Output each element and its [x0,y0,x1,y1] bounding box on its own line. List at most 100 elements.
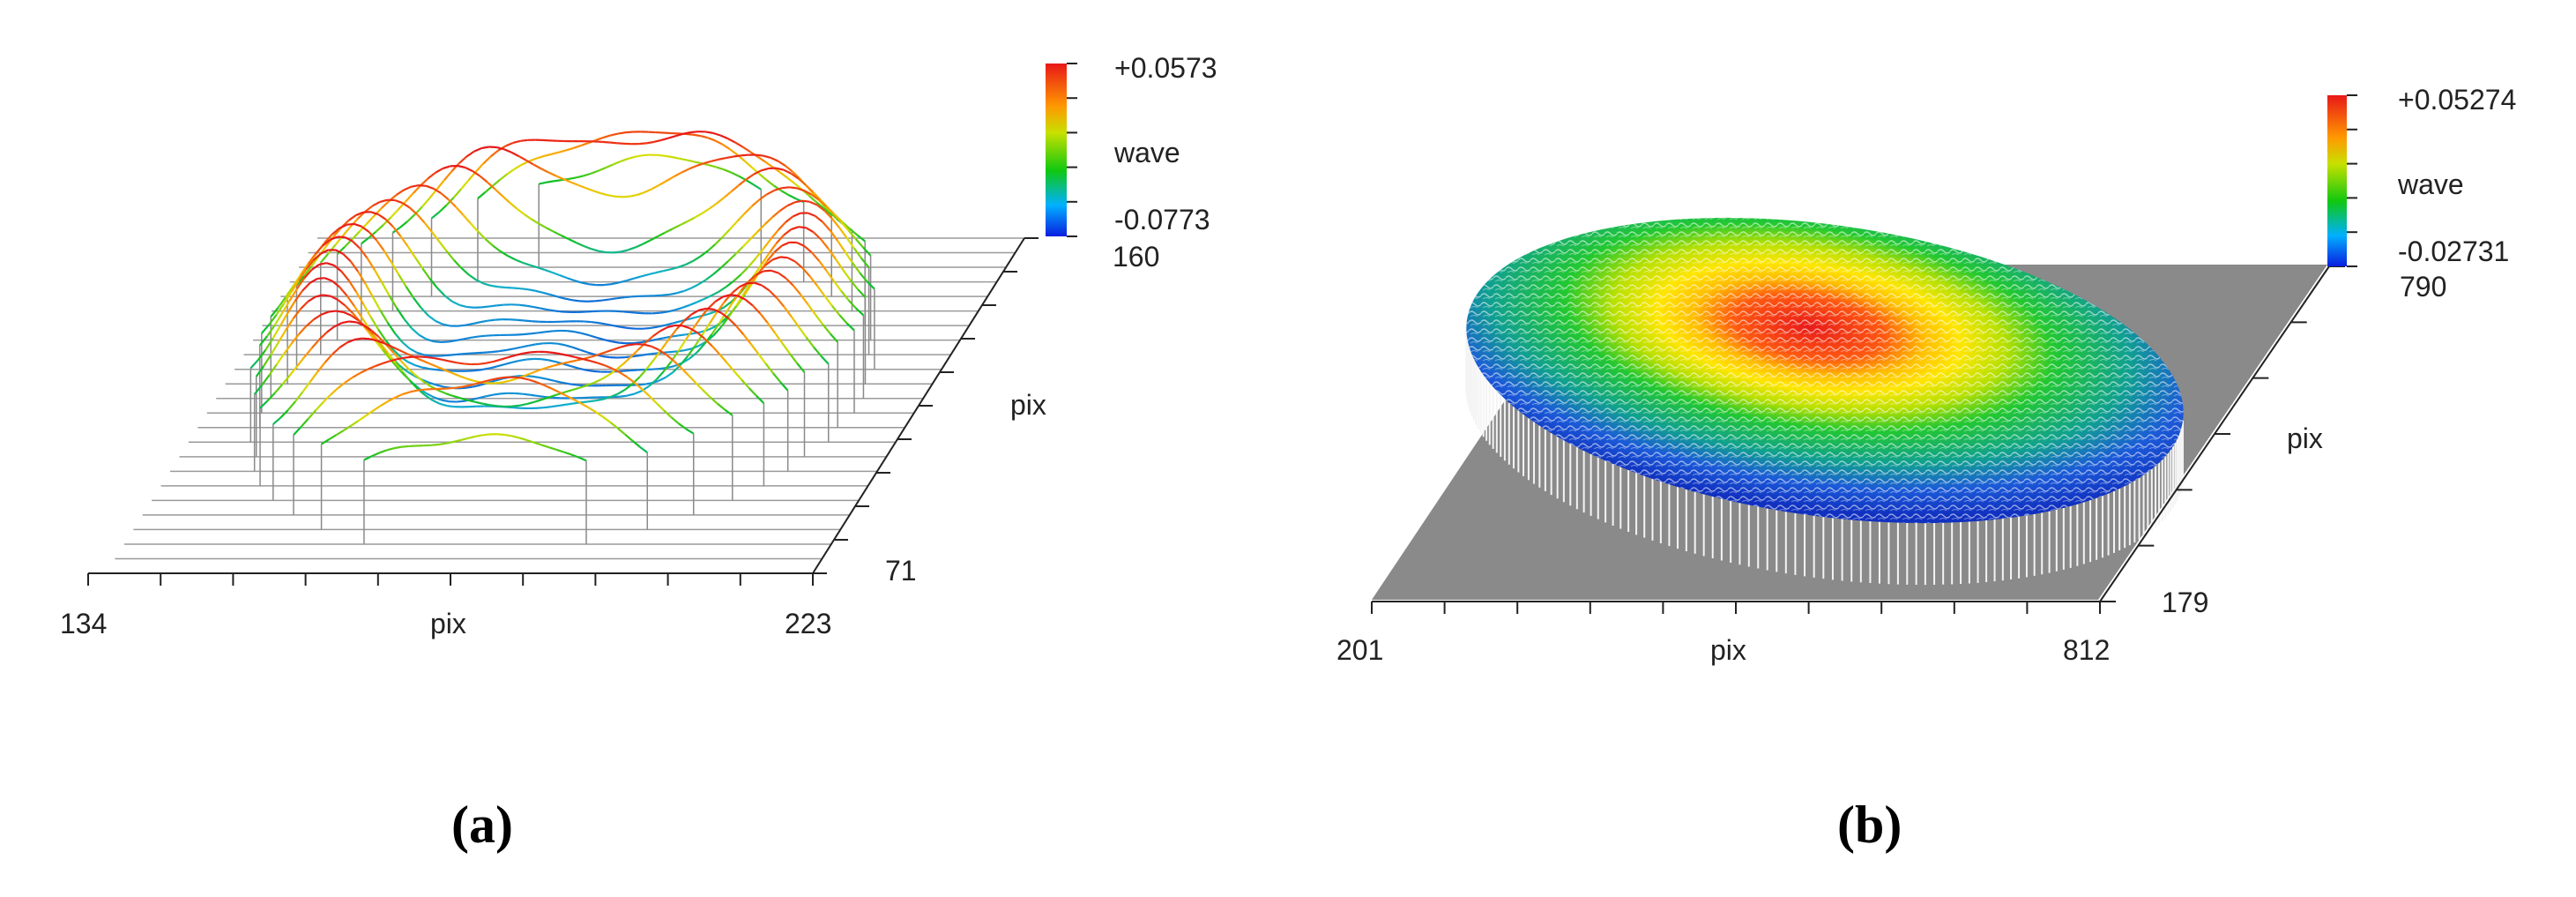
panel-a-profile-segment [307,253,316,265]
panel-a-colorbar-scale [1046,64,1067,236]
panel-a-profile-segment [664,154,673,159]
panel-a-profile-segment [747,281,755,285]
panel-a-profile-segment [726,300,735,313]
panel-a-profile-segment [727,305,737,318]
panel-a-profile-segment [531,218,540,225]
panel-a-profile-segment [663,409,673,419]
panel-a-profile-segment [584,355,592,360]
panel-a-profile-segment [513,407,522,409]
panel-a-profile-segment [454,385,463,389]
panel-a-profile-segment [733,273,742,282]
panel-a-profile-segment [605,163,614,169]
panel-a-profile-segment [370,211,379,215]
panel-a-profile-segment [296,355,306,367]
panel-a-profile-segment [574,331,583,335]
panel-a-profile-segment [794,260,803,269]
panel-a-profile-segment [829,333,838,343]
panel-a-profile-segment [670,416,680,425]
panel-a-profile-segment [380,400,389,407]
panel-a-profile-segment [716,166,725,171]
panel-a-profile-segment [378,449,387,454]
panel-a-profile-segment [562,177,571,183]
panel-a-profile-segment [375,363,383,368]
panel-a-profile-segment [469,352,477,355]
panel-a-profile-segment [445,250,455,261]
panel-a-profile-segment [283,342,293,355]
panel-a-profile-segment [741,238,751,248]
panel-a-profile-segment [370,452,380,458]
panel-a-profile-segment [324,277,333,282]
panel-a-profile-segment [292,308,302,319]
panel-a-profile-segment [662,361,673,372]
panel-a-profile-segment [330,387,339,396]
panel-a-profile-segment [789,186,797,190]
panel-a-profile-segment [392,348,402,358]
panel-a-profile-segment [553,179,562,183]
panel-a-profile-segment [666,309,675,313]
panel-a-profile-segment [525,371,533,377]
panel-a-profile-segment [455,206,465,216]
panel-a-profile-segment [495,381,503,385]
panel-a-profile-segment [272,325,281,340]
panel-a-profile-segment [349,260,359,273]
panel-a-profile-segment [307,409,317,420]
panel-a-profile-segment [772,372,782,383]
panel-a-profile-segment [815,314,824,325]
panel-a-profile-segment [440,192,450,200]
panel-a-profile-segment [483,351,492,354]
panel-a-profile-segment [421,197,431,207]
panel-a-profile-segment [398,273,407,288]
panel-a-profile-segment [294,289,304,302]
panel-a-profile-segment [322,393,331,403]
panel-a-profile-segment [677,339,687,352]
panel-a-profile-segment [744,282,754,295]
panel-a-profile-segment [293,426,302,436]
panel-a-profile-segment [517,318,525,322]
panel-a-profile-segment [464,363,472,366]
panel-a-profile-segment [582,357,591,363]
panel-a-profile-segment [484,238,494,247]
panel-a-profile-segment [394,198,403,204]
panel-a-profile-segment [536,154,545,160]
panel-a-profile-segment [410,389,419,393]
panel-a-profile-segment [558,403,566,407]
panel-a-profile-segment [421,267,431,280]
panel-a-profile-segment [511,359,520,364]
panel-a-profile-segment [495,377,503,382]
panel-a-profile-segment [581,141,590,146]
panel-a-profile-segment [399,221,408,228]
panel-a-profile-segment [253,385,263,395]
panel-a-profile-segment [478,334,487,338]
panel-a-profile-segment [717,402,726,411]
panel-a-profile-segment [770,229,779,240]
panel-a-profile-segment [629,343,637,347]
panel-a-profile-segment [722,294,731,298]
panel-b-side-walls [1465,319,2185,586]
panel-a-profile-segment [611,367,621,373]
panel-a-profile-segment [281,300,291,314]
panel-a-profile-segment [581,281,590,286]
panel-a-profile-segment [331,347,341,355]
panel-a-profile-segment [390,208,399,219]
panel-a-profile-segment [350,314,359,321]
panel-a-profile-segment [641,388,651,397]
panel-a-profile-segment [598,322,607,325]
panel-a-profile-segment [263,354,272,367]
panel-a-profile-segment [585,382,594,387]
panel-a-profile-segment [456,338,464,342]
panel-a-profile-segment [687,216,696,223]
panel-a-profile-segment [489,404,498,407]
panel-a-profile-segment [570,365,579,370]
panel-a-profile-segment [438,205,448,213]
panel-a-profile-segment [258,335,269,347]
panel-a-profile-segment [569,359,577,363]
panel-a-profile-segment [522,261,531,266]
panel-a-profile-segment [260,324,271,334]
panel-a-profile-segment [459,397,468,401]
panel-a-profile-segment [462,214,472,224]
panel-a-profile-segment [675,132,684,138]
panel-a-profile-segment [344,235,354,243]
panel-a-profile-segment [659,179,667,186]
panel-a-profile-segment [733,154,741,158]
panel-a-colorbar-max-label: +0.0573 [1114,52,1217,84]
